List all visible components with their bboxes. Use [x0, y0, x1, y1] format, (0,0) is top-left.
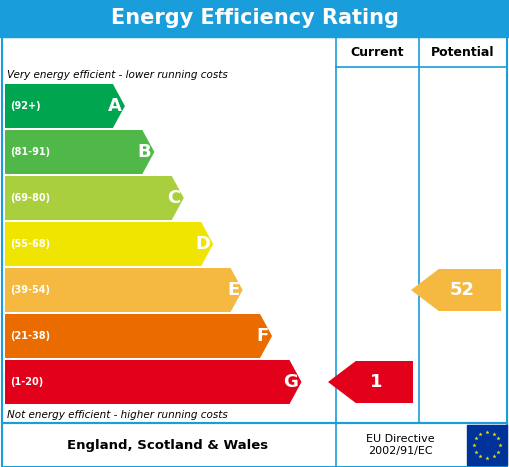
Bar: [467, 425, 507, 465]
Text: Potential: Potential: [431, 45, 494, 58]
Text: (69-80): (69-80): [10, 193, 50, 203]
Text: (1-20): (1-20): [10, 377, 43, 387]
Text: (81-91): (81-91): [10, 147, 50, 157]
Polygon shape: [5, 360, 301, 404]
Text: Current: Current: [350, 45, 404, 58]
Text: (92+): (92+): [10, 101, 41, 111]
Polygon shape: [411, 269, 501, 311]
Polygon shape: [5, 130, 154, 174]
Text: Energy Efficiency Rating: Energy Efficiency Rating: [110, 8, 399, 28]
Text: (55-68): (55-68): [10, 239, 50, 249]
Text: England, Scotland & Wales: England, Scotland & Wales: [67, 439, 269, 452]
Text: (21-38): (21-38): [10, 331, 50, 341]
Text: G: G: [284, 373, 298, 391]
Polygon shape: [5, 268, 243, 312]
Text: 2002/91/EC: 2002/91/EC: [367, 446, 432, 456]
Text: Not energy efficient - higher running costs: Not energy efficient - higher running co…: [7, 410, 228, 419]
Text: D: D: [195, 235, 210, 253]
Text: EU Directive: EU Directive: [365, 434, 434, 444]
Polygon shape: [5, 222, 213, 266]
Polygon shape: [5, 314, 272, 358]
Text: 1: 1: [370, 373, 383, 391]
Text: Very energy efficient - lower running costs: Very energy efficient - lower running co…: [7, 71, 228, 80]
Text: (39-54): (39-54): [10, 285, 50, 295]
Text: B: B: [138, 143, 151, 161]
Bar: [0, 0, 509, 37]
Polygon shape: [5, 84, 125, 128]
Text: A: A: [108, 97, 122, 115]
Text: F: F: [257, 327, 269, 345]
Bar: [2, 423, 507, 467]
Text: E: E: [228, 281, 240, 299]
Polygon shape: [328, 361, 413, 403]
Bar: [2, 37, 507, 423]
Polygon shape: [5, 176, 184, 220]
Text: 52: 52: [449, 281, 474, 299]
Text: C: C: [167, 189, 181, 207]
